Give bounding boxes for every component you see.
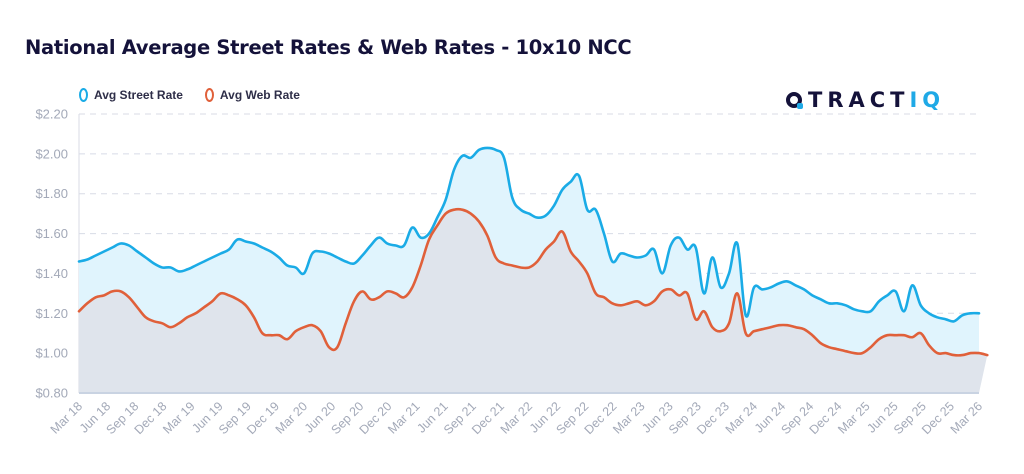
area-web: [79, 209, 988, 393]
legend: Avg Street Rate Avg Web Rate: [79, 88, 322, 102]
x-tick-label: Mar 21: [385, 399, 422, 436]
legend-label-street: Avg Street Rate: [94, 88, 183, 102]
x-tick-label: Mar 24: [723, 399, 760, 436]
y-tick-label: $2.20: [35, 107, 68, 122]
legend-swatch-street-icon: [79, 88, 88, 102]
x-tick-label: Mar 19: [160, 399, 197, 436]
line-street: [77, 146, 981, 323]
logo-text-suffix: IQ: [909, 88, 946, 112]
y-tick-label: $1.00: [35, 346, 68, 361]
y-tick-label: $1.60: [35, 226, 68, 241]
x-tick-label: Mar 25: [835, 399, 872, 436]
legend-label-web: Avg Web Rate: [219, 88, 300, 102]
chart-title: National Average Street Rates & Web Rate…: [25, 36, 632, 59]
y-tick-label: $2.00: [35, 146, 68, 161]
legend-item-street[interactable]: Avg Street Rate: [79, 88, 183, 102]
x-tick-label: Mar 23: [610, 399, 647, 436]
x-tick-label: Mar 20: [273, 399, 310, 436]
y-tick-label: $0.80: [35, 386, 68, 401]
logo-text-prefix: TRACT: [808, 88, 910, 112]
x-tick-label: Mar 22: [498, 399, 535, 436]
y-axis-ticks: $0.80 $1.00 $1.20 $1.40 $1.60 $1.80 $2.00 $2.20: [35, 107, 68, 401]
line-web: [77, 207, 989, 357]
series-areas: [79, 147, 988, 393]
tractiq-logo: TRACT IQ: [786, 88, 945, 112]
y-tick-label: $1.20: [35, 306, 68, 321]
x-tick-label: Mar 18: [48, 399, 85, 436]
legend-swatch-web-icon: [204, 88, 214, 102]
x-tick-label: Mar 26: [948, 399, 985, 436]
y-tick-label: $1.40: [35, 266, 68, 281]
legend-item-web[interactable]: Avg Web Rate: [204, 88, 300, 102]
y-tick-label: $1.80: [35, 186, 68, 201]
tractiq-logo-icon: [786, 92, 803, 109]
series-lines: [77, 146, 989, 394]
